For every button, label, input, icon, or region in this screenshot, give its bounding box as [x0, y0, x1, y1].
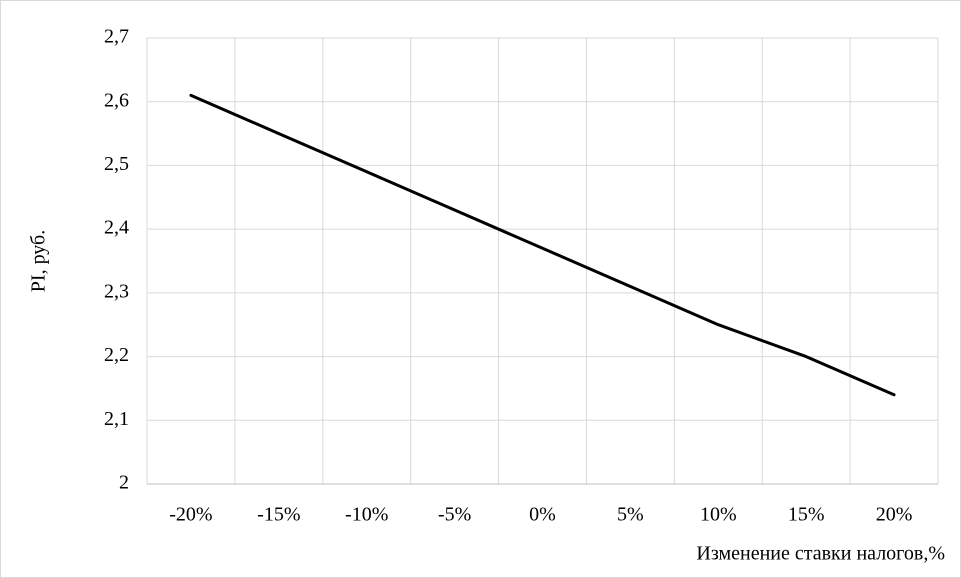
y-tick-label: 2,7: [104, 26, 129, 48]
x-tick-label: -20%: [169, 504, 212, 526]
y-tick-label: 2: [119, 472, 129, 494]
x-tick-label: 10%: [700, 504, 737, 526]
x-tick-label: 0%: [529, 504, 556, 526]
y-tick-label: 2,5: [104, 153, 129, 175]
y-tick-label: 2,6: [104, 89, 129, 111]
y-tick-label: 2,1: [104, 408, 129, 430]
line-series: [189, 93, 896, 397]
x-axis-title: Изменение ставки налогов,%: [696, 543, 945, 565]
x-tick-label: 5%: [617, 504, 644, 526]
y-axis-title: PI, руб.: [28, 230, 50, 292]
y-tick-label: 2,3: [104, 280, 129, 302]
x-tick-label: -5%: [438, 504, 471, 526]
x-tick-label: -10%: [345, 504, 388, 526]
y-tick-label: 2,2: [104, 344, 129, 366]
x-tick-label: -15%: [257, 504, 300, 526]
x-tick-label: 15%: [788, 504, 825, 526]
y-tick-label: 2,4: [104, 217, 129, 239]
x-tick-label: 20%: [876, 504, 913, 526]
